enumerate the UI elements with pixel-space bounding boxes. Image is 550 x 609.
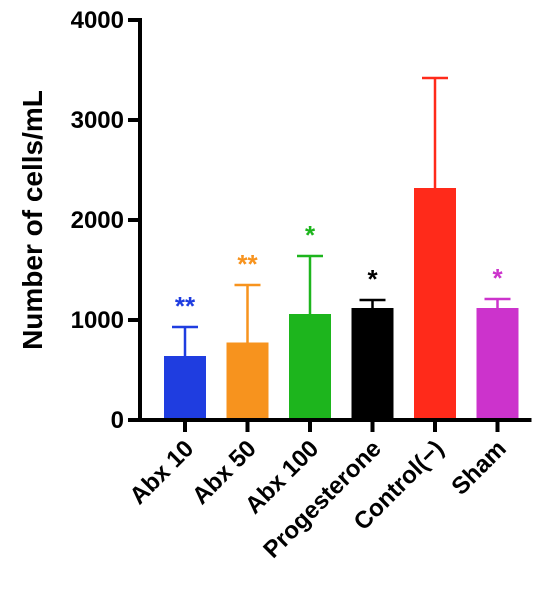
y-axis-label: Number of cells/mL bbox=[17, 90, 48, 350]
bar bbox=[226, 342, 269, 420]
bar bbox=[476, 308, 519, 420]
bar bbox=[289, 314, 331, 420]
x-tick-label: Sham bbox=[446, 435, 511, 500]
y-tick-label: 3000 bbox=[71, 107, 124, 134]
bars-group: ****** * bbox=[164, 76, 519, 420]
significance-marker: * bbox=[367, 264, 378, 294]
significance-marker: * bbox=[492, 263, 503, 293]
bar bbox=[164, 356, 206, 420]
significance-marker: ** bbox=[237, 249, 258, 279]
significance-marker: ** bbox=[175, 291, 196, 321]
bar bbox=[414, 188, 456, 420]
y-tick-label: 0 bbox=[111, 407, 124, 434]
bar bbox=[351, 308, 394, 420]
significance-marker: * bbox=[305, 220, 316, 250]
y-tick-label: 1000 bbox=[71, 307, 124, 334]
y-tick-label: 4000 bbox=[71, 7, 124, 34]
y-axis: 0 1000 2000 3000 4000 bbox=[71, 7, 142, 434]
y-axis-label-group: Number of cells/mL bbox=[17, 90, 48, 350]
y-tick-label: 2000 bbox=[71, 207, 124, 234]
x-tick-label: Abx 10 bbox=[124, 435, 199, 510]
